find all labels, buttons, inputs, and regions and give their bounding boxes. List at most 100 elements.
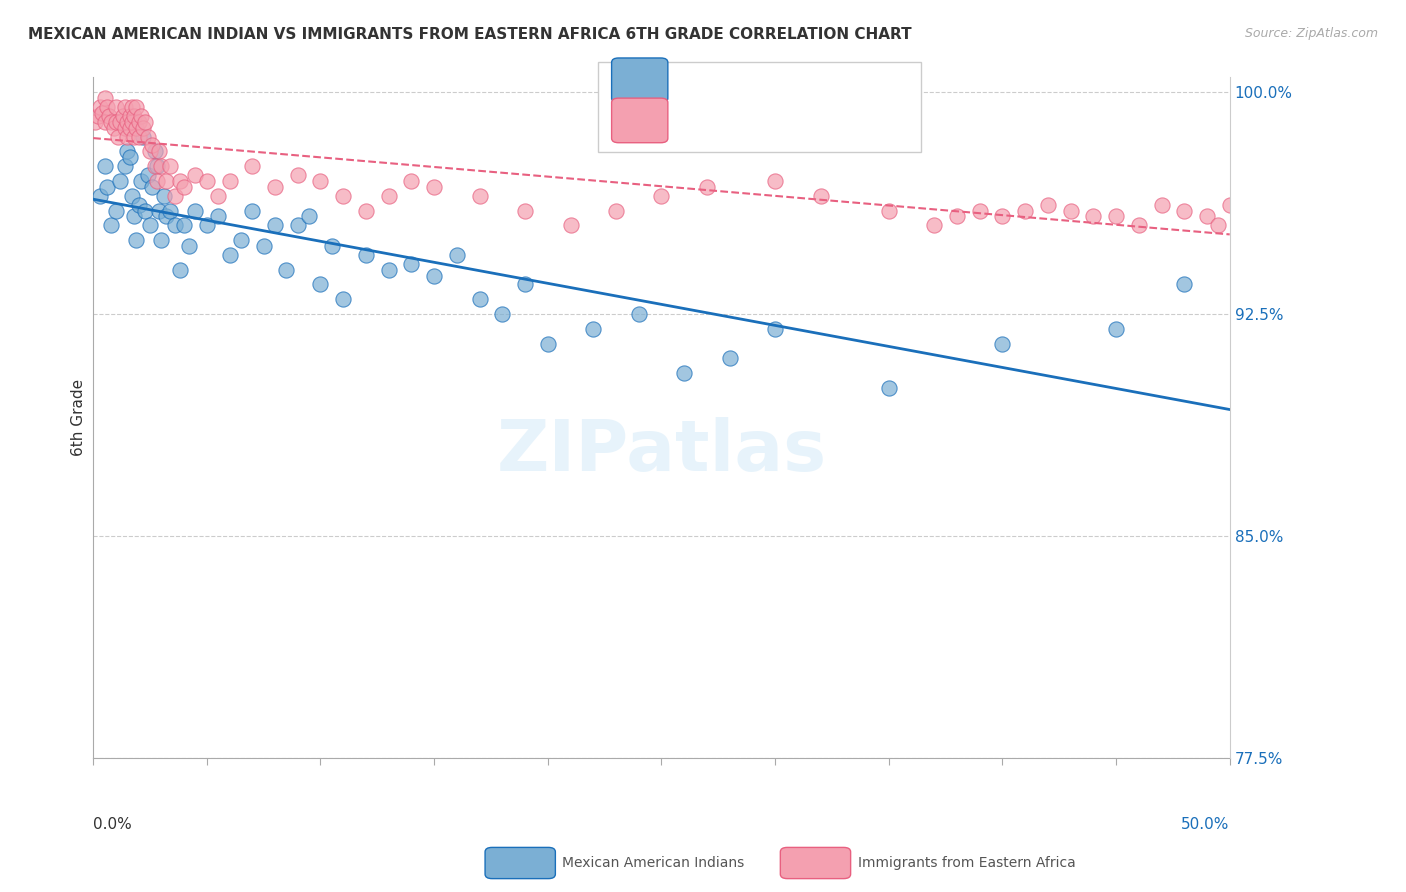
- Point: [207, 188, 229, 202]
- Point: [129, 109, 152, 123]
- Point: [104, 115, 127, 129]
- Point: [128, 129, 150, 144]
- Text: 50.0%: 50.0%: [1181, 817, 1230, 832]
- Point: [143, 159, 166, 173]
- Point: [163, 188, 186, 202]
- Point: [150, 159, 173, 173]
- Point: [218, 248, 240, 262]
- Point: [229, 233, 252, 247]
- Point: [159, 203, 181, 218]
- Point: [423, 268, 446, 283]
- Point: [104, 100, 127, 114]
- Point: [491, 307, 513, 321]
- Point: [877, 203, 900, 218]
- Point: [1128, 219, 1150, 233]
- Point: [401, 257, 423, 271]
- Point: [146, 174, 169, 188]
- Point: [118, 120, 141, 135]
- Point: [136, 129, 159, 144]
- Point: [969, 203, 991, 218]
- Point: [114, 120, 136, 135]
- Point: [121, 188, 143, 202]
- Point: [309, 174, 332, 188]
- Point: [1059, 203, 1081, 218]
- Point: [89, 188, 111, 202]
- Point: [150, 233, 173, 247]
- Point: [423, 179, 446, 194]
- Point: [673, 366, 696, 380]
- Point: [89, 100, 111, 114]
- Point: [321, 239, 343, 253]
- Point: [276, 262, 298, 277]
- Point: [627, 307, 650, 321]
- Text: 0.0%: 0.0%: [93, 817, 132, 832]
- Point: [1173, 203, 1195, 218]
- Point: [1036, 197, 1059, 211]
- Point: [110, 174, 132, 188]
- Point: [93, 159, 115, 173]
- Point: [155, 174, 177, 188]
- Point: [446, 248, 468, 262]
- Point: [763, 174, 786, 188]
- Point: [155, 210, 177, 224]
- Point: [114, 100, 136, 114]
- Point: [1083, 210, 1105, 224]
- Point: [122, 109, 145, 123]
- Point: [173, 179, 195, 194]
- Text: MEXICAN AMERICAN INDIAN VS IMMIGRANTS FROM EASTERN AFRICA 6TH GRADE CORRELATION : MEXICAN AMERICAN INDIAN VS IMMIGRANTS FR…: [28, 27, 911, 42]
- Point: [139, 145, 162, 159]
- Point: [560, 219, 582, 233]
- Point: [96, 179, 118, 194]
- Point: [537, 336, 560, 351]
- Point: [184, 168, 207, 182]
- Point: [696, 179, 718, 194]
- Point: [332, 188, 354, 202]
- Text: Mexican American Indians: Mexican American Indians: [562, 856, 745, 871]
- Point: [103, 120, 125, 135]
- Point: [93, 91, 115, 105]
- Point: [139, 219, 162, 233]
- Point: [264, 179, 287, 194]
- Point: [240, 159, 263, 173]
- Point: [287, 219, 309, 233]
- Y-axis label: 6th Grade: 6th Grade: [72, 379, 86, 456]
- Point: [141, 138, 163, 153]
- Point: [401, 174, 423, 188]
- Point: [195, 219, 218, 233]
- Point: [159, 159, 181, 173]
- Point: [107, 129, 129, 144]
- Point: [946, 210, 969, 224]
- Point: [354, 248, 377, 262]
- Point: [718, 351, 741, 366]
- Point: [129, 174, 152, 188]
- Point: [125, 233, 148, 247]
- Point: [143, 145, 166, 159]
- Point: [98, 109, 121, 123]
- Point: [810, 188, 832, 202]
- Point: [991, 210, 1014, 224]
- Point: [169, 174, 191, 188]
- Point: [163, 219, 186, 233]
- Point: [513, 203, 536, 218]
- Point: [922, 219, 945, 233]
- Point: [991, 336, 1014, 351]
- Point: [125, 120, 148, 135]
- Point: [152, 188, 174, 202]
- Point: [253, 239, 276, 253]
- Point: [134, 203, 156, 218]
- Point: [195, 174, 218, 188]
- Point: [1173, 277, 1195, 292]
- Point: [332, 292, 354, 306]
- Point: [287, 168, 309, 182]
- Point: [148, 203, 170, 218]
- Point: [264, 219, 287, 233]
- Point: [298, 210, 321, 224]
- Point: [309, 277, 332, 292]
- Point: [218, 174, 240, 188]
- Text: Immigrants from Eastern Africa: Immigrants from Eastern Africa: [858, 856, 1076, 871]
- Point: [146, 159, 169, 173]
- Point: [1105, 322, 1128, 336]
- Point: [1150, 197, 1173, 211]
- Point: [240, 203, 263, 218]
- Point: [134, 115, 156, 129]
